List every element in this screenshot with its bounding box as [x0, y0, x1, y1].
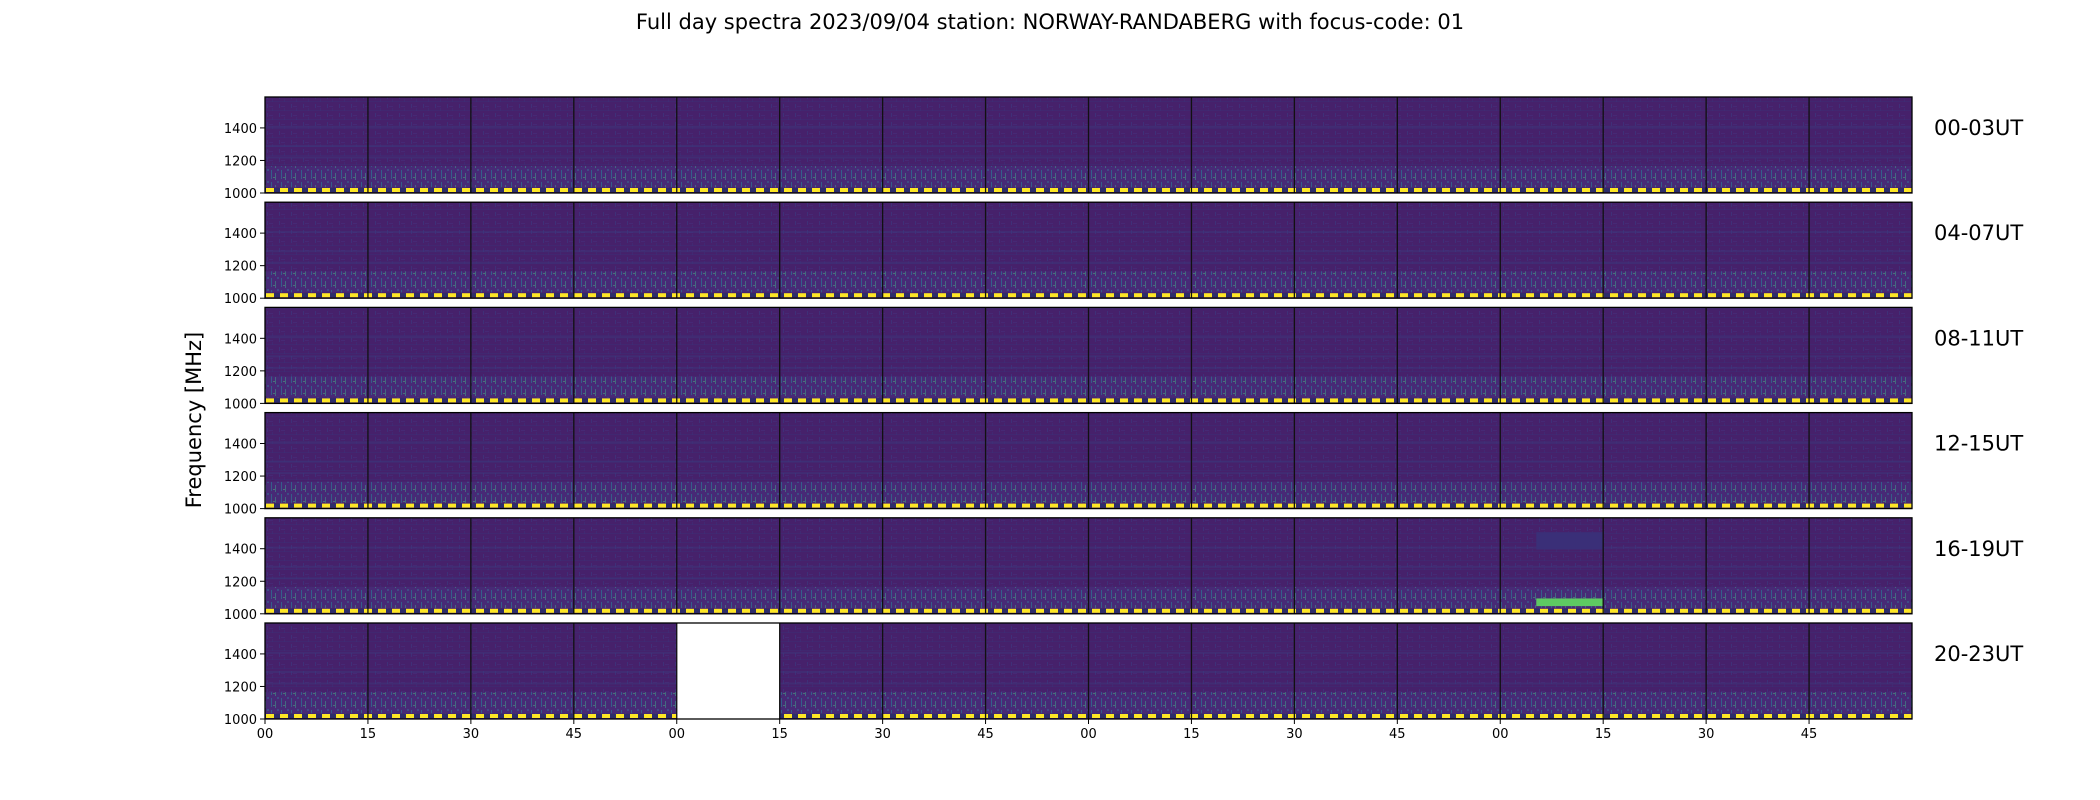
- y-tick-label: 1400: [224, 227, 257, 242]
- y-tick-label: 1200: [224, 470, 257, 485]
- y-tick-label: 1400: [224, 122, 257, 137]
- row-time-label: 20-23UT: [1934, 642, 2023, 666]
- x-tick-label: 45: [1801, 727, 1818, 742]
- row-frame: [264, 201, 1913, 299]
- y-tick-label: 1200: [224, 365, 257, 380]
- row-time-label: 00-03UT: [1934, 116, 2023, 140]
- row-frame: [264, 517, 1913, 615]
- spectra-row: 1000 1200 1400 00-03UT: [224, 96, 2023, 202]
- row-time-label: 12-15UT: [1934, 432, 2023, 456]
- y-tick-label: 1400: [224, 438, 257, 453]
- x-tick-label: 15: [1183, 727, 1200, 742]
- y-tick-label: 1400: [224, 648, 257, 663]
- row-time-label: 04-07UT: [1934, 221, 2023, 245]
- row-time-label: 16-19UT: [1934, 537, 2023, 561]
- spectra-row: 1000 1200 1400 16-19UT: [224, 517, 2023, 623]
- y-tick-label: 1200: [224, 154, 257, 169]
- x-tick-label: 00: [257, 727, 274, 742]
- y-tick-label: 1400: [224, 543, 257, 558]
- row-frame: [264, 96, 1913, 194]
- x-tick-label: 15: [360, 727, 377, 742]
- x-tick-label: 30: [463, 727, 480, 742]
- x-tick-label: 30: [874, 727, 891, 742]
- y-tick-label: 1000: [224, 397, 257, 412]
- y-tick-label: 1200: [224, 260, 257, 275]
- spectra-row: 1000 1200 1400 04-07UT: [224, 201, 2023, 307]
- y-tick-label: 1000: [224, 713, 257, 728]
- y-tick-label: 1000: [224, 503, 257, 518]
- spectra-row: 1000 1200 1400 12-15UT: [224, 411, 2023, 518]
- y-tick-label: 1400: [224, 332, 257, 347]
- x-tick-label: 30: [1286, 727, 1303, 742]
- x-tick-label: 00: [668, 727, 685, 742]
- chart-title: Full day spectra 2023/09/04 station: NOR…: [635, 10, 1465, 34]
- row-frame: [264, 306, 1913, 405]
- row-time-label: 08-11UT: [1934, 326, 2023, 350]
- bright-signal: [1536, 598, 1604, 607]
- y-tick-label: 1000: [224, 608, 257, 623]
- x-tick-label: 15: [1595, 727, 1612, 742]
- row-frame: [264, 411, 1913, 510]
- y-tick-label: 1200: [224, 680, 257, 695]
- spectra-row: 1000 1200 1400 08-11UT: [224, 306, 2023, 412]
- x-tick-label: 45: [566, 727, 583, 742]
- y-tick-label: 1000: [224, 187, 257, 202]
- x-axis: 00 15 30 45 00 15 30 45 00 15 30 45 00 15 30 45: [257, 719, 1818, 742]
- dark-band: [1536, 532, 1604, 550]
- spectra-row: 1000 1200 1400 20-23UT: [224, 622, 2023, 728]
- x-tick-label: 00: [1080, 727, 1097, 742]
- y-tick-label: 1200: [224, 575, 257, 590]
- x-tick-label: 00: [1492, 727, 1509, 742]
- y-tick-label: 1000: [224, 292, 257, 307]
- missing-panel: [676, 623, 780, 719]
- x-tick-label: 45: [977, 727, 994, 742]
- x-tick-label: 15: [771, 727, 788, 742]
- x-tick-label: 45: [1389, 727, 1406, 742]
- x-tick-label: 30: [1698, 727, 1715, 742]
